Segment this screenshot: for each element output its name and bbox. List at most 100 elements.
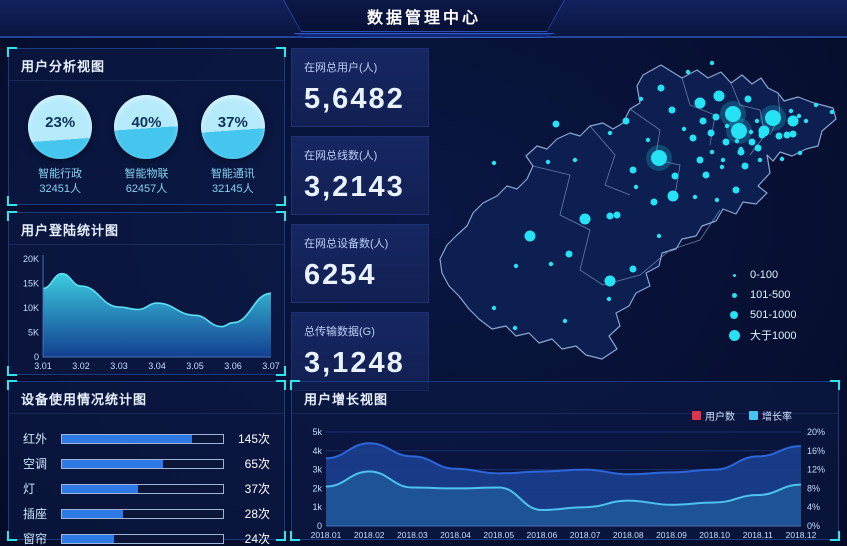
device-bar-fill: [62, 534, 114, 543]
svg-text:3.02: 3.02: [72, 361, 90, 371]
panel-user-growth: 用户增长视图 用户数 增长率 0 0% 1k 4% 2k 8% 3k 12% 4k 16% 5k 20%…: [290, 380, 840, 541]
svg-text:15K: 15K: [23, 279, 39, 289]
header-title-trapezoid: 数据管理中心: [283, 0, 565, 32]
svg-text:3k: 3k: [312, 465, 322, 475]
map-legend-dot-box: [726, 292, 742, 298]
svg-text:20K: 20K: [23, 254, 39, 264]
map-legend-label: 501-1000: [750, 309, 797, 321]
growth-chart-wrap: 0 0% 1k 4% 2k 8% 3k 12% 4k 16% 5k 20% 2018.01 2018.02…: [292, 414, 838, 546]
device-bar-fill: [62, 509, 124, 518]
gauge-liquid-circle: 37%: [200, 95, 265, 159]
map-area: 0-100 101-500 501-1000 大于1000: [430, 45, 842, 377]
svg-text:0: 0: [317, 521, 322, 531]
corner-bracket-icon: [7, 380, 17, 390]
corner-bracket-icon: [276, 211, 286, 221]
kpi-card: 在网总用户(人) 5,6482: [291, 48, 429, 127]
gauge-percent: 23%: [45, 113, 76, 131]
svg-text:2018.01: 2018.01: [311, 530, 342, 540]
svg-text:16%: 16%: [807, 446, 825, 456]
device-row: 红外 145次: [23, 426, 270, 451]
growth-area-chart: 0 0% 1k 4% 2k 8% 3k 12% 4k 16% 5k 20% 2018.01 2018.02…: [311, 427, 825, 540]
svg-text:2018.07: 2018.07: [570, 530, 601, 540]
svg-text:2k: 2k: [312, 483, 322, 493]
province-map: [439, 60, 837, 360]
map-legend-label: 0-100: [750, 269, 779, 281]
corner-bracket-icon: [7, 531, 17, 541]
panel-title: 用户分析视图: [9, 49, 284, 81]
kpi-card: 在网总设备数(人) 6254: [291, 224, 429, 303]
corner-bracket-icon: [276, 366, 286, 376]
growth-chart-legend: 用户数 增长率: [692, 408, 792, 423]
device-bar-track: [61, 433, 224, 444]
device-row: 灯 37次: [23, 476, 270, 501]
device-row: 窗帘 24次: [23, 526, 270, 546]
login-area-chart: 0 5K 10K 15K 20K 3.01 3.02 3.03 3.04 3.05 3.06 3.07: [23, 254, 280, 371]
svg-text:2018.06: 2018.06: [527, 530, 558, 540]
svg-text:3.06: 3.06: [224, 361, 242, 371]
map-legend-item: 101-500: [726, 285, 797, 305]
device-value: 28次: [244, 507, 270, 521]
map-legend-dot-icon: [728, 329, 740, 341]
legend-swatch-icon: [749, 411, 758, 420]
device-value: 145次: [237, 432, 270, 446]
device-row: 插座 28次: [23, 501, 270, 526]
svg-text:2018.10: 2018.10: [699, 530, 730, 540]
gauge-count: 32145人: [212, 183, 254, 195]
legend-label: 用户数: [705, 412, 735, 423]
legend-label: 增长率: [762, 412, 792, 423]
svg-text:2018.11: 2018.11: [743, 530, 773, 540]
svg-text:3.07: 3.07: [262, 361, 280, 371]
device-bar-fill: [62, 434, 193, 443]
device-bar-track: [61, 508, 224, 519]
kpi-label: 在网总设备数(人): [304, 238, 389, 250]
corner-bracket-icon: [7, 47, 17, 57]
login-chart-wrap: 0 5K 10K 15K 20K 3.01 3.02 3.03 3.04 3.05 3.06 3.07: [9, 245, 284, 384]
panel-user-analysis: 用户分析视图 23% 智能行政 32451人 40% 智能物联 62457人 37% 智能通讯…: [7, 47, 286, 206]
device-row: 空调 65次: [23, 451, 270, 476]
svg-text:2018.05: 2018.05: [483, 530, 514, 540]
map-legend-label: 101-500: [750, 289, 791, 301]
header-bar: 数据管理中心: [0, 0, 847, 38]
gauge: 40% 智能物联 62457人: [106, 95, 186, 197]
map-legend-dot-icon: [732, 273, 736, 277]
device-label: 红外: [23, 432, 48, 446]
svg-text:4%: 4%: [807, 502, 820, 512]
map-legend-dot-box: [726, 329, 742, 341]
device-bar-fill: [62, 459, 164, 468]
corner-bracket-icon: [7, 196, 17, 206]
gauge-liquid-circle: 40%: [114, 95, 179, 159]
map-legend-label: 大于1000: [750, 330, 797, 342]
kpi-label: 总传输数据(G): [304, 326, 375, 338]
corner-bracket-icon: [830, 380, 840, 390]
svg-text:8%: 8%: [807, 483, 820, 493]
gauge-count: 62457人: [125, 183, 168, 195]
gauge-percent: 37%: [217, 113, 248, 131]
device-value: 65次: [244, 457, 270, 471]
svg-text:5K: 5K: [28, 328, 39, 338]
device-bar-track: [61, 483, 224, 494]
kpi-column: 在网总用户(人) 5,6482 在网总线数(人) 3,2143 在网总设备数(人) 625…: [291, 48, 429, 391]
svg-text:5k: 5k: [312, 427, 322, 437]
device-label: 窗帘: [23, 532, 48, 546]
svg-text:20%: 20%: [807, 427, 825, 437]
device-bar-list: 红外 145次空调 65次灯 37次 插座 28次窗帘 24次: [9, 414, 284, 546]
panel-title: 用户登陆统计图: [9, 213, 284, 245]
svg-text:3.05: 3.05: [186, 361, 204, 371]
kpi-value: 5,6482: [304, 83, 405, 115]
corner-bracket-icon: [276, 47, 286, 57]
gauge-liquid-circle: 23%: [28, 95, 93, 159]
svg-text:1k: 1k: [312, 502, 322, 512]
kpi-value: 3,1248: [304, 347, 405, 379]
legend-item[interactable]: 用户数: [692, 408, 735, 423]
corner-bracket-icon: [276, 380, 286, 390]
svg-text:3.03: 3.03: [110, 361, 128, 371]
corner-bracket-icon: [290, 531, 300, 541]
gauge-group: 23% 智能行政 32451人 40% 智能物联 62457人 37% 智能通讯 32145人: [9, 81, 284, 197]
gauge-name: 智能通讯: [210, 168, 255, 180]
svg-text:0: 0: [34, 352, 39, 362]
svg-text:0%: 0%: [807, 521, 820, 531]
map-legend-item: 大于1000: [726, 325, 797, 345]
kpi-label: 在网总线数(人): [304, 150, 378, 162]
legend-item[interactable]: 增长率: [749, 408, 792, 423]
device-value: 24次: [244, 532, 270, 546]
